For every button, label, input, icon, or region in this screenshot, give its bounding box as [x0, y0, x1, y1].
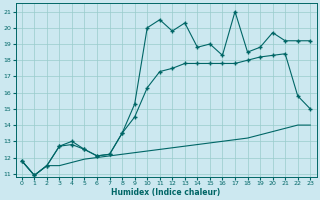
X-axis label: Humidex (Indice chaleur): Humidex (Indice chaleur) — [111, 188, 221, 197]
